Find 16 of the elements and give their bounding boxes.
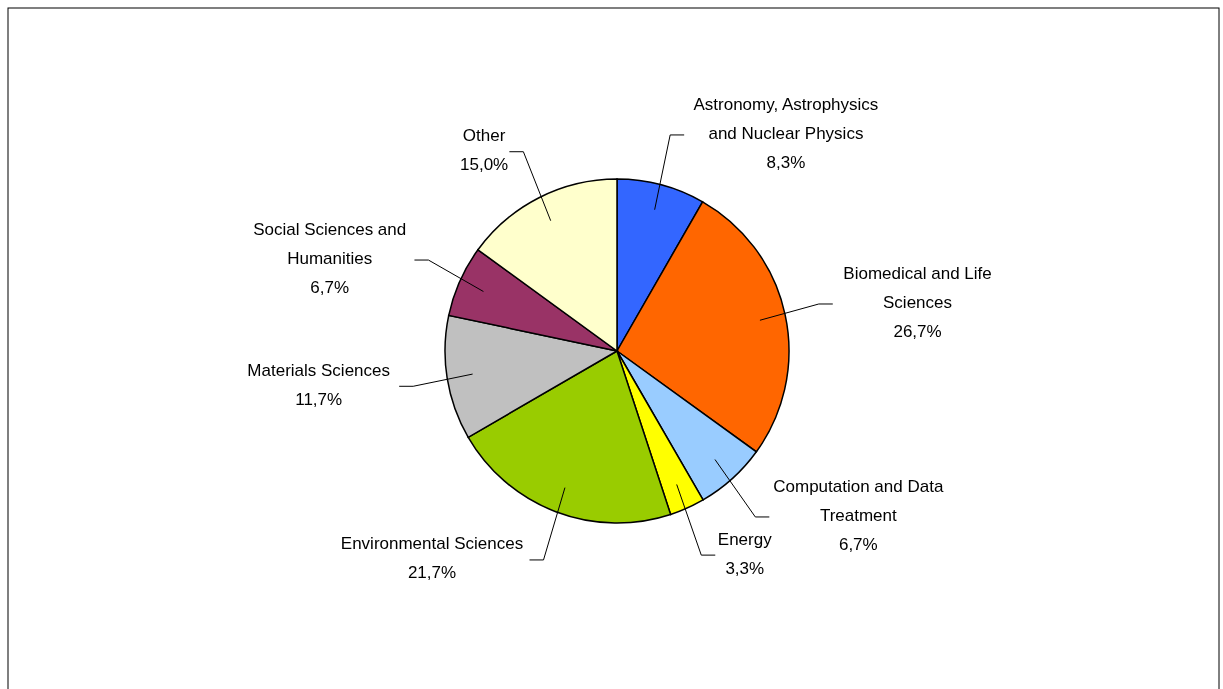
slice-label: Biomedical and Life Sciences xyxy=(843,264,992,313)
slice-label: Other xyxy=(462,126,506,146)
data-label: 11,7% xyxy=(295,390,343,410)
data-label: 26,7% xyxy=(893,322,942,342)
data-label: 8,3% xyxy=(766,153,806,173)
data-label: 6,7% xyxy=(310,278,350,298)
slice-label: Materials Sciences xyxy=(247,361,391,381)
slice-label: Energy xyxy=(717,530,773,550)
slice-label: Astronomy, Astrophysics and Nuclear Physics xyxy=(693,95,879,144)
data-label: 15,0% xyxy=(460,155,509,175)
data-label: 3,3% xyxy=(725,559,765,579)
data-label: 21,7% xyxy=(407,563,457,583)
data-label: 6,7% xyxy=(838,535,878,555)
slice-label: Environmental Sciences xyxy=(340,534,524,554)
slice-label: Computation and Data Treatment xyxy=(773,477,944,526)
slice-label: Social Sciences and Humanities xyxy=(253,220,407,269)
